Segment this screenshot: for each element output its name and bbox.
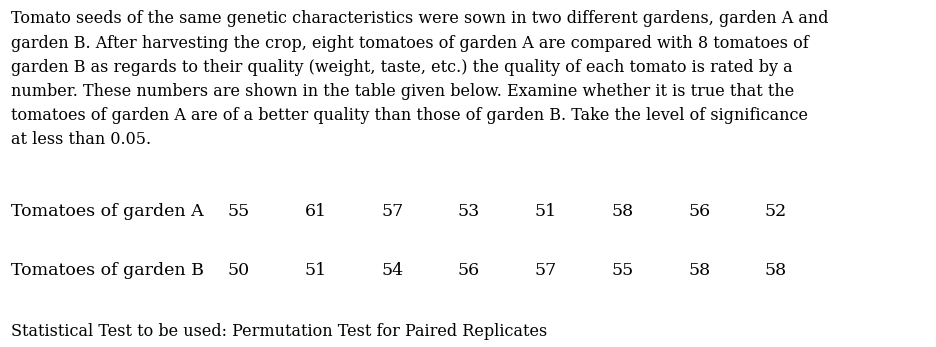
Text: 54: 54 (381, 262, 403, 279)
Text: 55: 55 (227, 203, 250, 220)
Text: 55: 55 (611, 262, 634, 279)
Text: 56: 56 (458, 262, 480, 279)
Text: 58: 58 (611, 203, 634, 220)
Text: 58: 58 (765, 262, 787, 279)
Text: 50: 50 (227, 262, 250, 279)
Text: 58: 58 (688, 262, 710, 279)
Text: Tomato seeds of the same genetic characteristics were sown in two different gard: Tomato seeds of the same genetic charact… (11, 10, 828, 148)
Text: 57: 57 (534, 262, 557, 279)
Text: 51: 51 (534, 203, 557, 220)
Text: 53: 53 (458, 203, 480, 220)
Text: Tomatoes of garden B: Tomatoes of garden B (11, 262, 204, 279)
Text: Tomatoes of garden A: Tomatoes of garden A (11, 203, 204, 220)
Text: 61: 61 (304, 203, 327, 220)
Text: Statistical Test to be used: Permutation Test for Paired Replicates: Statistical Test to be used: Permutation… (11, 323, 548, 340)
Text: 57: 57 (381, 203, 403, 220)
Text: 51: 51 (304, 262, 327, 279)
Text: 52: 52 (765, 203, 787, 220)
Text: 56: 56 (688, 203, 710, 220)
